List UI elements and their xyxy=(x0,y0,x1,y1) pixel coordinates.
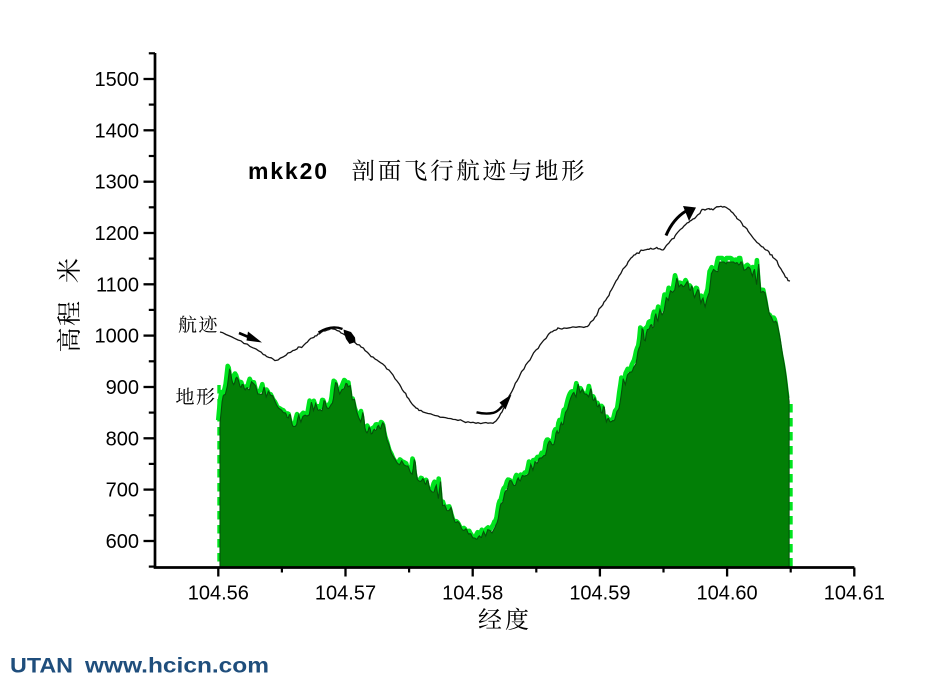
svg-text:1100: 1100 xyxy=(96,274,139,296)
svg-text:1500: 1500 xyxy=(95,69,140,91)
svg-text:600: 600 xyxy=(106,531,139,553)
svg-text:104.61: 104.61 xyxy=(824,583,885,605)
svg-text:1400: 1400 xyxy=(95,120,140,142)
svg-text:104.59: 104.59 xyxy=(569,583,630,605)
svg-text:mkk20: mkk20 xyxy=(248,158,327,184)
svg-text:800: 800 xyxy=(106,428,139,450)
svg-text:104.60: 104.60 xyxy=(697,583,758,605)
svg-text:700: 700 xyxy=(106,480,139,502)
svg-text:www.hcicn.com: www.hcicn.com xyxy=(84,654,269,678)
svg-text:1200: 1200 xyxy=(95,223,140,245)
svg-text:UTAN: UTAN xyxy=(10,654,73,678)
svg-text:1300: 1300 xyxy=(95,172,140,194)
svg-text:1000: 1000 xyxy=(95,326,140,348)
svg-text:104.56: 104.56 xyxy=(188,583,249,605)
svg-text:104.58: 104.58 xyxy=(442,583,503,605)
svg-text:104.57: 104.57 xyxy=(315,583,376,605)
svg-text:900: 900 xyxy=(106,377,139,399)
